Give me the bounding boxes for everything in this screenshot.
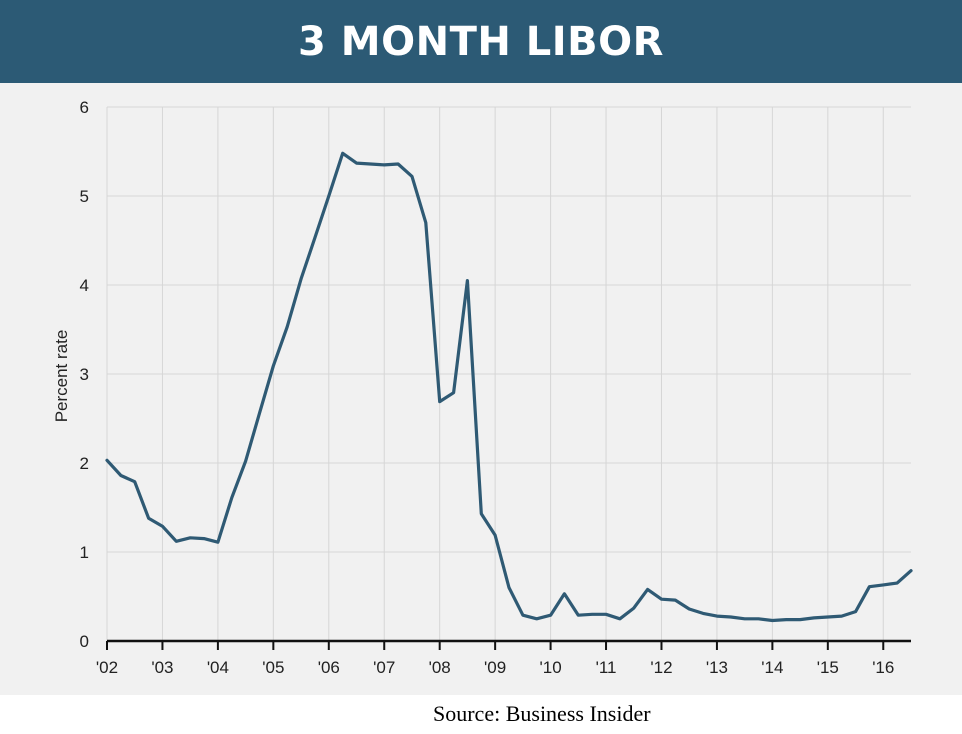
x-tick-label: '06	[318, 658, 340, 677]
y-tick-label: 2	[80, 454, 89, 473]
plot-panel	[0, 83, 962, 695]
y-tick-label: 5	[80, 187, 89, 206]
x-tick-label: '14	[761, 658, 783, 677]
x-tick-label: '05	[262, 658, 284, 677]
x-tick-label: '13	[706, 658, 728, 677]
x-tick-label: '04	[207, 658, 229, 677]
y-tick-label: 1	[80, 543, 89, 562]
y-tick-label: 0	[80, 632, 89, 651]
x-tick-label: '11	[596, 658, 617, 677]
y-axis-label: Percent rate	[52, 329, 71, 423]
x-tick-label: '16	[872, 658, 894, 677]
chart-title: 3 MONTH LIBOR	[298, 18, 664, 65]
x-tick-label: '10	[540, 658, 562, 677]
libor-series-line	[105, 151, 913, 623]
source-credit: Source: Business Insider	[433, 701, 651, 726]
x-tick-label: '03	[151, 658, 173, 677]
x-tick-label: '02	[96, 658, 118, 677]
x-tick-label: '08	[429, 658, 451, 677]
x-tick-label: '12	[650, 658, 672, 677]
y-tick-label: 4	[80, 276, 89, 295]
y-tick-label: 6	[80, 98, 89, 117]
x-tick-label: '09	[484, 658, 506, 677]
chart-title-banner: 3 MONTH LIBOR	[0, 0, 962, 83]
x-tick-label: '15	[817, 658, 839, 677]
x-tick-label: '07	[373, 658, 395, 677]
y-tick-label: 3	[80, 365, 89, 384]
